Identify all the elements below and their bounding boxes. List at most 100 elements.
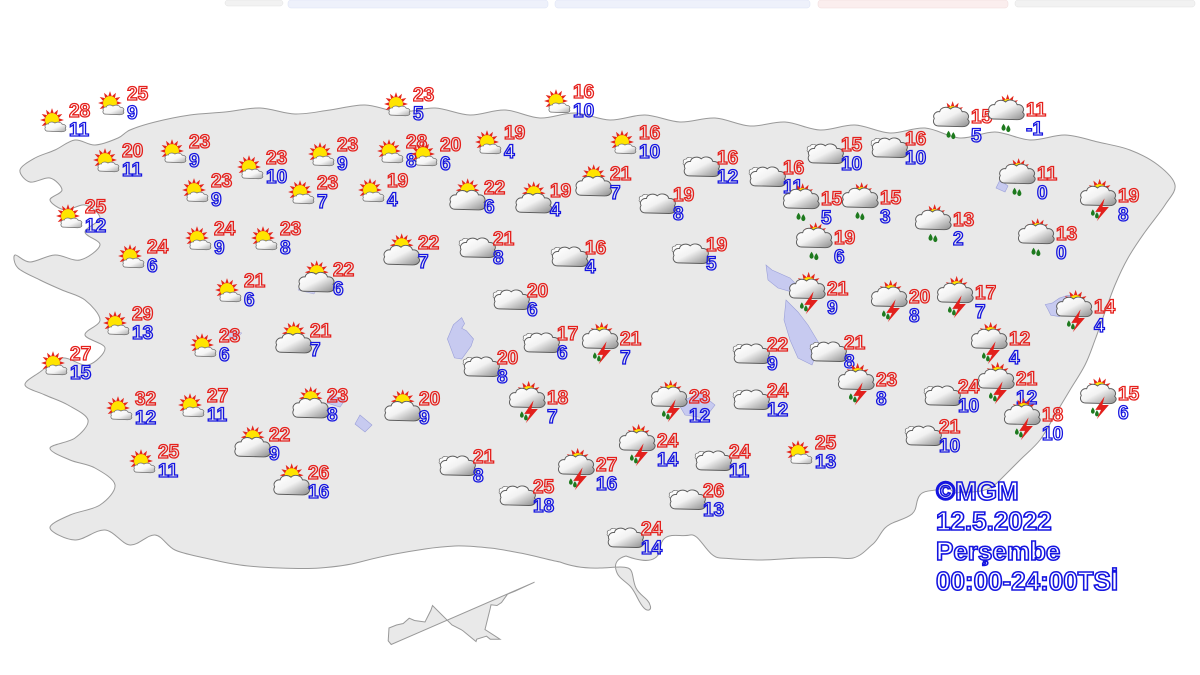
svg-text:23: 23 [317,173,338,194]
svg-text:12.5.2022: 12.5.2022 [936,506,1052,536]
svg-text:11: 11 [1037,164,1058,185]
svg-text:9: 9 [767,354,778,375]
svg-text:7: 7 [547,407,558,428]
svg-text:23: 23 [337,135,358,156]
svg-text:23: 23 [211,171,232,192]
svg-text:10: 10 [639,142,660,163]
svg-text:4: 4 [1094,316,1105,337]
svg-text:25: 25 [127,84,149,105]
svg-text:15: 15 [70,363,92,384]
svg-text:6: 6 [147,256,158,277]
svg-text:23: 23 [280,219,301,240]
svg-text:5: 5 [413,104,424,125]
svg-text:6: 6 [440,154,451,175]
svg-text:24: 24 [958,377,980,398]
svg-text:21: 21 [844,333,866,354]
svg-text:27: 27 [70,344,91,365]
svg-text:9: 9 [127,103,138,124]
svg-text:26: 26 [703,481,724,502]
svg-text:10: 10 [841,154,862,175]
svg-text:23: 23 [689,387,710,408]
svg-text:15: 15 [1118,384,1140,405]
svg-text:10: 10 [905,148,926,169]
svg-text:20: 20 [419,389,440,410]
svg-text:22: 22 [767,335,788,356]
svg-text:21: 21 [1016,369,1038,390]
svg-text:23: 23 [327,386,348,407]
svg-text:6: 6 [527,300,538,321]
svg-text:7: 7 [310,340,321,361]
svg-text:6: 6 [1118,403,1129,424]
svg-text:7: 7 [317,192,328,213]
svg-text:20: 20 [122,141,143,162]
svg-text:21: 21 [310,321,332,342]
svg-text:8: 8 [327,405,338,426]
svg-text:20: 20 [497,348,518,369]
svg-text:26: 26 [308,463,329,484]
svg-text:9: 9 [419,408,430,429]
svg-text:19: 19 [550,181,571,202]
svg-text:22: 22 [333,260,354,281]
svg-text:Perşembe: Perşembe [936,536,1060,566]
svg-text:23: 23 [413,85,434,106]
svg-text:3: 3 [880,207,891,228]
svg-text:8: 8 [493,248,504,269]
svg-text:21: 21 [473,447,495,468]
svg-text:16: 16 [905,129,926,150]
svg-text:6: 6 [244,290,255,311]
svg-text:24: 24 [214,219,236,240]
svg-text:27: 27 [207,386,228,407]
svg-text:12: 12 [717,167,738,188]
svg-text:24: 24 [767,381,789,402]
svg-text:10: 10 [958,396,979,417]
svg-text:19: 19 [673,185,694,206]
svg-text:19: 19 [1118,186,1139,207]
svg-text:0: 0 [1037,183,1048,204]
svg-text:23: 23 [189,132,210,153]
svg-text:4: 4 [1009,348,1020,369]
svg-text:10: 10 [266,167,287,188]
svg-text:17: 17 [557,324,578,345]
svg-text:14: 14 [657,450,679,471]
svg-text:11: 11 [1026,100,1047,121]
svg-text:19: 19 [834,228,855,249]
svg-text:18: 18 [1042,405,1063,426]
svg-text:12: 12 [689,406,710,427]
svg-text:19: 19 [387,171,408,192]
svg-text:11: 11 [207,405,228,426]
svg-text:21: 21 [244,271,266,292]
svg-text:14: 14 [641,538,663,559]
svg-text:4: 4 [387,190,398,211]
svg-text:21: 21 [620,329,642,350]
svg-text:6: 6 [219,345,230,366]
svg-text:16: 16 [639,123,660,144]
svg-text:00:00-24:00TSİ: 00:00-24:00TSİ [936,566,1118,596]
svg-text:-1: -1 [1026,119,1043,140]
svg-text:20: 20 [909,287,930,308]
svg-text:15: 15 [841,135,863,156]
svg-text:24: 24 [657,431,679,452]
svg-text:15: 15 [880,188,902,209]
svg-text:22: 22 [418,233,439,254]
svg-text:25: 25 [815,433,837,454]
svg-text:5: 5 [821,208,832,229]
svg-text:10: 10 [1042,424,1063,445]
svg-text:19: 19 [504,123,525,144]
svg-text:11: 11 [69,120,90,141]
svg-text:5: 5 [971,126,982,147]
svg-text:6: 6 [834,247,845,268]
svg-text:21: 21 [939,417,961,438]
svg-text:25: 25 [158,442,180,463]
svg-text:25: 25 [533,477,555,498]
svg-text:16: 16 [717,148,738,169]
svg-text:9: 9 [337,154,348,175]
svg-text:13: 13 [132,323,153,344]
svg-text:13: 13 [703,500,724,521]
svg-text:©MGM: ©MGM [936,476,1019,506]
svg-text:21: 21 [493,229,515,250]
svg-text:23: 23 [876,370,897,391]
svg-text:7: 7 [975,302,986,323]
svg-text:8: 8 [473,466,484,487]
svg-text:13: 13 [1056,224,1077,245]
svg-text:7: 7 [418,252,429,273]
